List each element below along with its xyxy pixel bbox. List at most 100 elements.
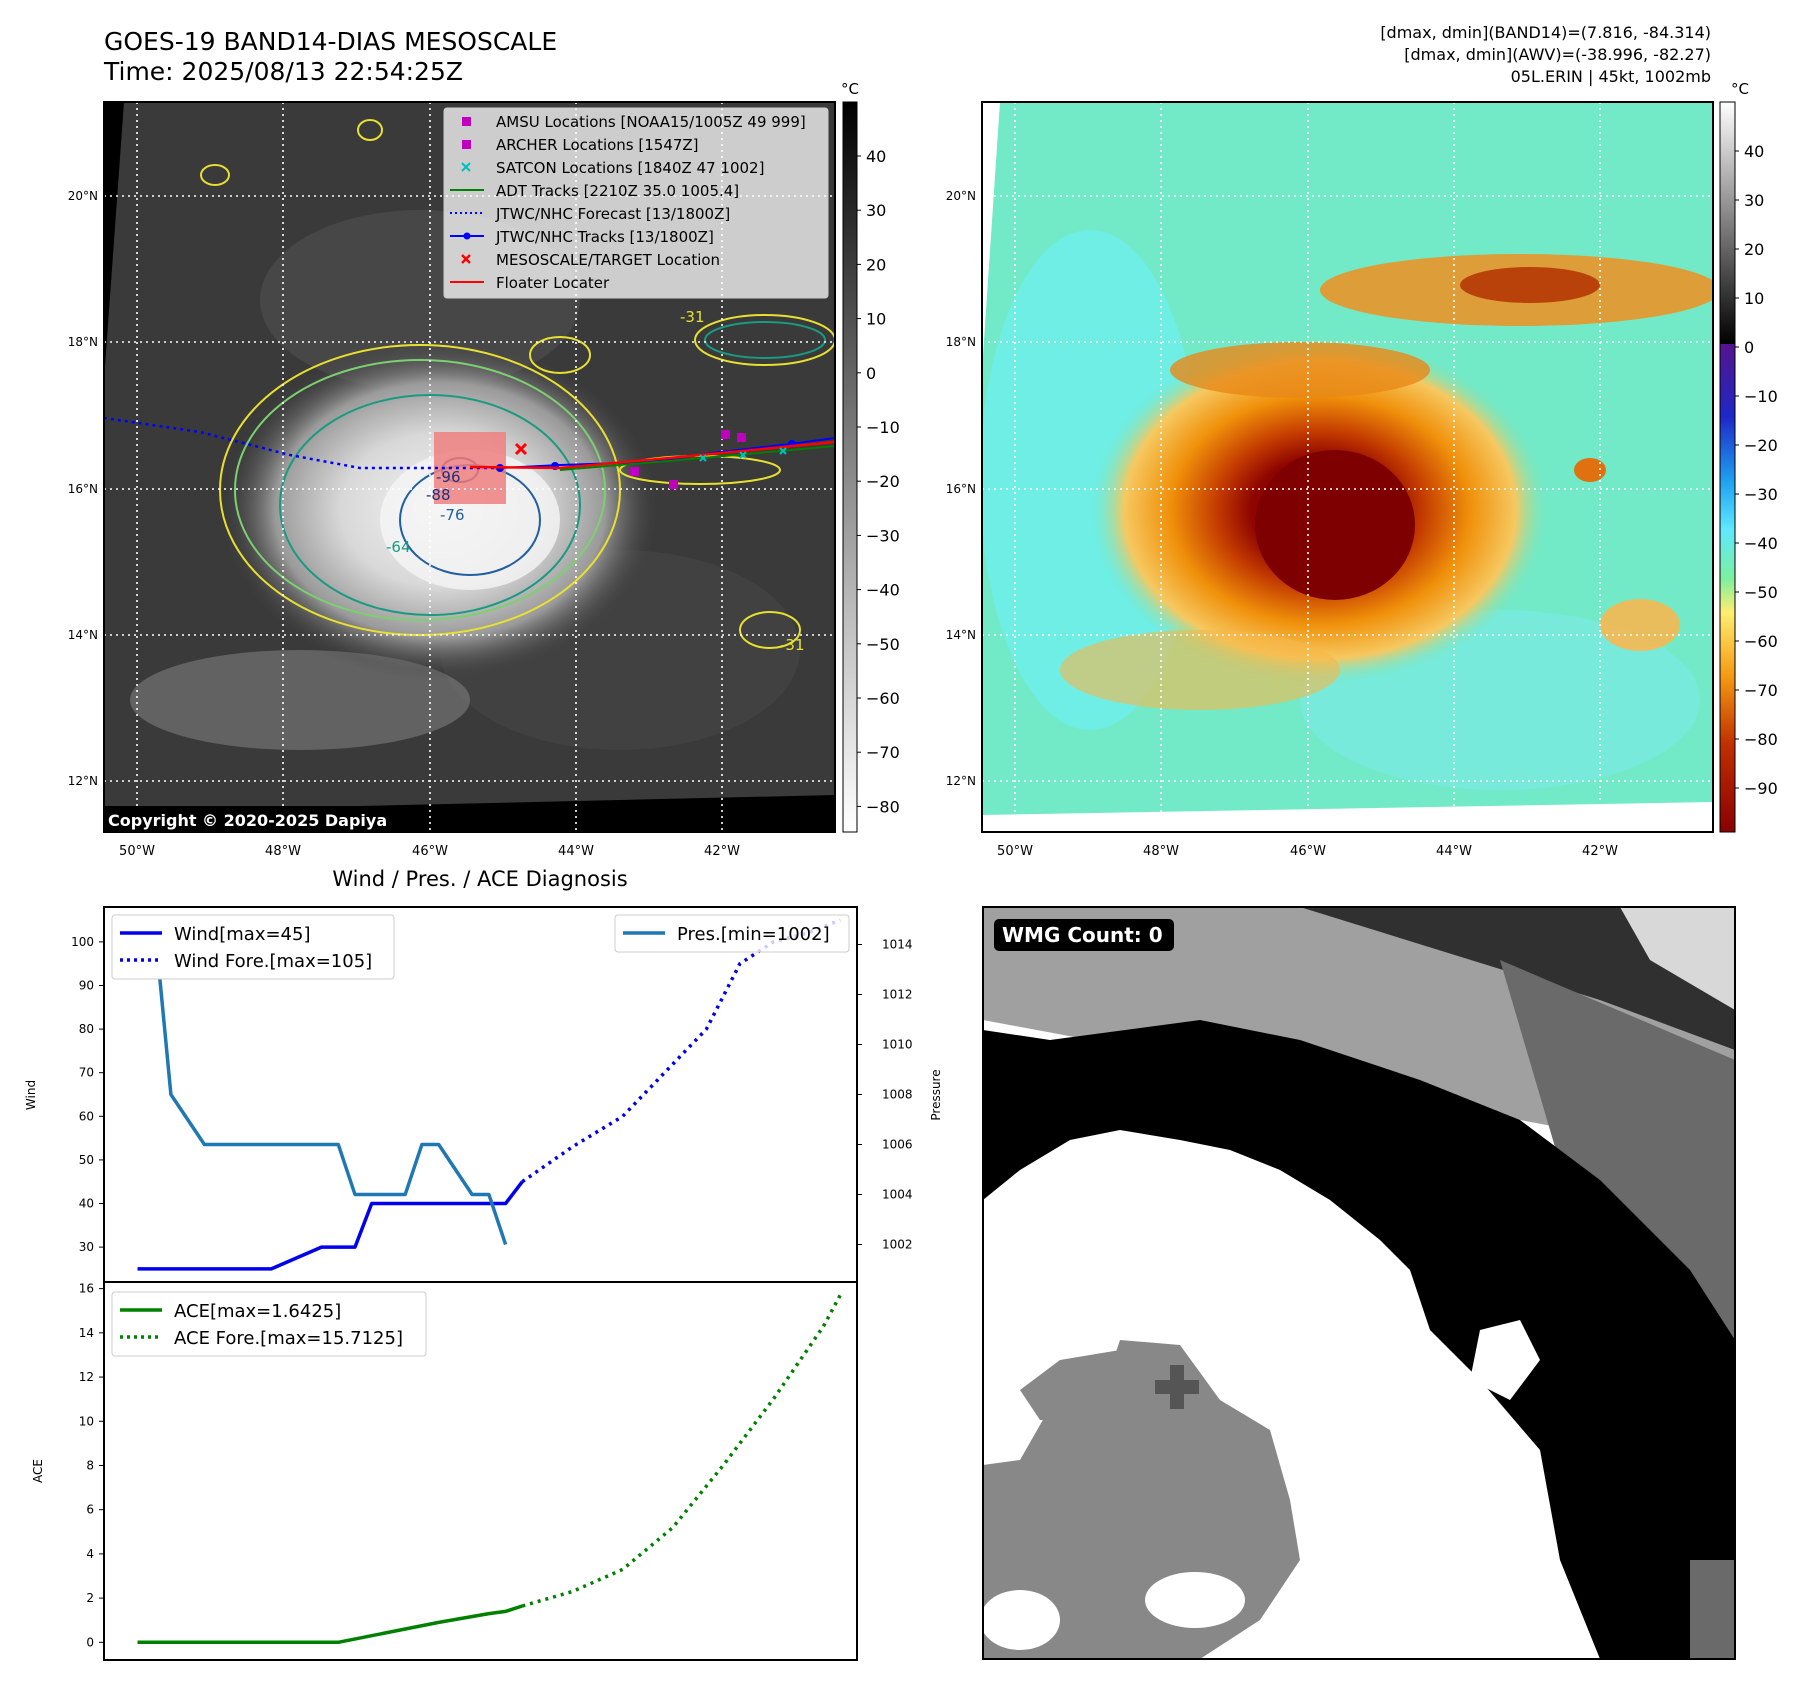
y-tick-label: 10: [79, 1414, 94, 1428]
y-tick-label: 12: [79, 1370, 94, 1384]
lon-label: 42°W: [704, 844, 740, 859]
colorbar-tick-label: 40: [1744, 142, 1764, 161]
y-right-tick-label: 1010: [882, 1038, 913, 1052]
colorbar-tick-label: −10: [866, 418, 900, 437]
colorbar-unit: °C: [1731, 80, 1749, 98]
colorbar-tick-label: −20: [1744, 436, 1778, 455]
legend-entry: Pres.[min=1002]: [677, 924, 830, 945]
colorbar-tick-label: −50: [1744, 583, 1778, 602]
colorbar-tick-label: −40: [1744, 534, 1778, 553]
y-right-tick-label: 1008: [882, 1088, 913, 1102]
colorbar-left: °C 40 30 20 10 0 −10 −20 −30 −40 −50 −60 −70 −80: [841, 80, 900, 833]
contour-label: -31: [680, 308, 705, 326]
legend-square-icon: [462, 140, 471, 149]
wind-axis-label: Wind: [24, 1080, 38, 1110]
colorbar-tick-label: 30: [866, 201, 886, 220]
series-line-pres: [137, 917, 508, 1246]
lon-label: 50°W: [997, 844, 1033, 859]
y-tick-label: 100: [71, 935, 94, 949]
lon-label: 46°W: [1290, 844, 1326, 859]
legend-x-icon: [461, 162, 471, 172]
copyright-box: [104, 806, 416, 832]
y-tick-label: 0: [86, 1635, 94, 1649]
colorbar-tick-label: 0: [1744, 338, 1754, 357]
lon-label: 46°W: [412, 844, 448, 859]
satcon-markers: [699, 447, 787, 462]
legend-entry: ACE Fore.[max=15.7125]: [174, 1328, 403, 1349]
lon-label: 50°W: [119, 844, 155, 859]
lat-label: 14°N: [68, 628, 98, 642]
lat-label: 20°N: [68, 189, 98, 203]
left-map-lon-labels: 50°W 48°W 46°W 44°W 42°W: [119, 844, 740, 859]
y-tick-label: 6: [86, 1503, 94, 1517]
stats-awv: [dmax, dmin](AWV)=(-38.996, -82.27): [1404, 45, 1711, 64]
colorbar-tick-label: −50: [866, 635, 900, 654]
legend-entry: ARCHER Locations [1547Z]: [496, 136, 699, 154]
colorbar-tick-label: −60: [866, 689, 900, 708]
wind-legend: Wind[max=45] Wind Fore.[max=105]: [111, 914, 395, 980]
map-legend: AMSU Locations [NOAA15/1005Z 49 999] ARC…: [443, 107, 829, 299]
copyright-text: Copyright © 2020-2025 Dapiya: [108, 811, 387, 830]
lat-label: 16°N: [946, 482, 976, 496]
pressure-legend: Pres.[min=1002]: [614, 914, 850, 953]
legend-entry: JTWC/NHC Forecast [13/1800Z]: [495, 205, 730, 223]
y-right-tick-label: 1012: [882, 988, 913, 1002]
right-map-lat-labels: 20°N 18°N 16°N 14°N 12°N: [946, 189, 976, 788]
colorbar-unit: °C: [841, 80, 859, 98]
y-tick-label: 2: [86, 1591, 94, 1605]
wind-pressure-chart: 30 40 50 60 70 80 90 100 1002 1004 1006 1008 1010 101…: [24, 906, 943, 1283]
colorbar-tick-label: −60: [1744, 632, 1778, 651]
colorbar-tick-label: 10: [866, 310, 886, 329]
lat-label: 20°N: [946, 189, 976, 203]
contour-label: -31: [780, 636, 805, 654]
storm-info: 05L.ERIN | 45kt, 1002mb: [1511, 67, 1711, 86]
legend-entry: JTWC/NHC Tracks [13/1800Z]: [495, 228, 714, 246]
contour-label: -96: [436, 468, 461, 486]
lon-label: 48°W: [265, 844, 301, 859]
grid-lines: [982, 102, 1713, 832]
lon-label: 44°W: [1436, 844, 1472, 859]
ace-chart: 0 2 4 6 8 10 12 14 16 ACE ACE[max=1.6425] ACE Fo…: [31, 1281, 858, 1661]
wmg-frame: [982, 906, 1736, 1660]
contour-label: -88: [426, 486, 451, 504]
colorbar-tick-label: −90: [1744, 779, 1778, 798]
y-right-tick-label: 1006: [882, 1138, 913, 1152]
lon-label: 48°W: [1143, 844, 1179, 859]
colorbar-tick-label: −70: [1744, 681, 1778, 700]
legend-square-icon: [462, 117, 471, 126]
contour-labels: -31 -31 -64 -76 -96 -88: [386, 308, 805, 654]
colorbar-tick-label: −70: [866, 743, 900, 762]
cloud-contours: [200, 119, 835, 649]
series-line-ace: [137, 1604, 523, 1645]
y-tick-label: 70: [79, 1066, 94, 1080]
colorbar-tick-label: −80: [866, 797, 900, 816]
y-tick-label: 16: [79, 1282, 94, 1296]
legend-entry: MESOSCALE/TARGET Location: [496, 251, 720, 269]
lat-label: 18°N: [68, 335, 98, 349]
legend-entry: Floater Locater: [496, 274, 610, 292]
colorbar-tick-label: −30: [866, 526, 900, 545]
lat-label: 14°N: [946, 628, 976, 642]
diagnosis-title: Wind / Pres. / ACE Diagnosis: [332, 867, 627, 891]
colorbar-tick-label: 0: [866, 364, 876, 383]
contour-label: -64: [386, 538, 411, 556]
ace-axis-label: ACE: [31, 1459, 45, 1483]
figure-title: GOES-19 BAND14-DIAS MESOSCALE: [104, 27, 557, 56]
colorbar-tick-label: 30: [1744, 191, 1764, 210]
pressure-axis-label: Pressure: [929, 1069, 943, 1120]
left-map-lat-labels: 20°N 18°N 16°N 14°N 12°N: [68, 189, 98, 788]
colorbar-tick-label: −20: [866, 472, 900, 491]
colorbar-tick-label: −40: [866, 581, 900, 600]
ir-map-panel: -31 -31 -64 -76 -96 -88: [68, 101, 836, 859]
y-right-tick-label: 1014: [882, 938, 913, 952]
figure-time: Time: 2025/08/13 22:54:25Z: [103, 57, 463, 86]
y-right-tick-label: 1002: [882, 1238, 913, 1252]
colorbar-tick-label: 10: [1744, 289, 1764, 308]
ir-map-frame: [103, 101, 836, 833]
y-tick-label: 40: [79, 1197, 94, 1211]
forecast-track: [104, 416, 500, 470]
y-tick-label: 50: [79, 1153, 94, 1167]
legend-x-icon: [461, 254, 471, 264]
